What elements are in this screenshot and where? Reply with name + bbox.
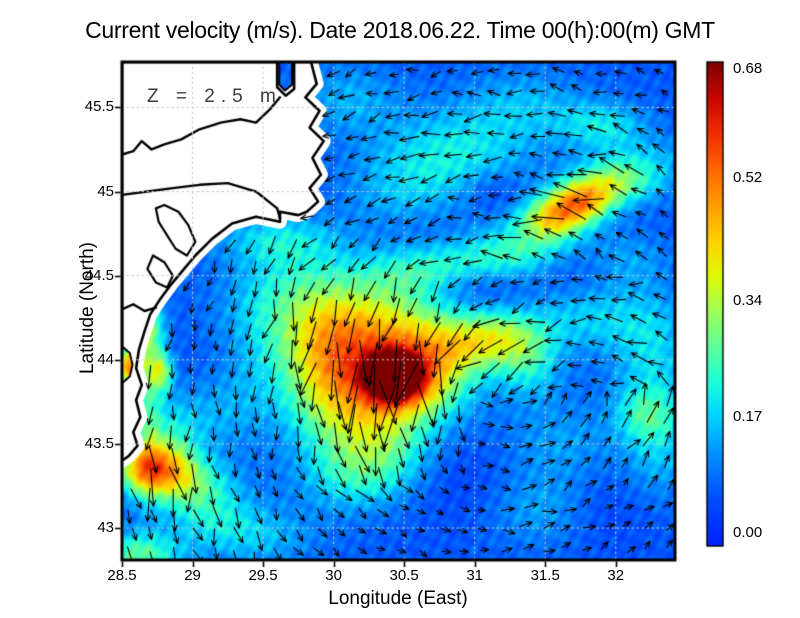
x-tick-label: 32 xyxy=(607,567,625,584)
y-tick-label: 43 xyxy=(97,519,114,537)
x-tick-label: 30 xyxy=(325,567,342,584)
page-title: Current velocity (m/s). Date 2018.06.22.… xyxy=(85,17,715,43)
depth-annotation: Z = 2.5 m xyxy=(147,86,282,107)
colorbar-tick-label: 0.00 xyxy=(733,524,763,541)
x-tick-label: 28.5 xyxy=(107,567,137,584)
y-tick-label: 44 xyxy=(97,350,114,368)
x-tick-label: 30.5 xyxy=(389,567,419,584)
colorbar-tick-label: 0.52 xyxy=(733,169,763,187)
y-tick-label: 45.5 xyxy=(84,98,114,116)
y-tick-label: 44.5 xyxy=(84,266,114,284)
x-axis-label: Longitude (East) xyxy=(328,588,468,609)
colorbar-tick-label: 0.34 xyxy=(733,292,763,309)
x-tick-label: 29 xyxy=(184,567,201,584)
x-tick-label: 31 xyxy=(466,567,484,584)
y-tick-label: 43.5 xyxy=(84,434,114,452)
x-tick-label: 31.5 xyxy=(530,567,560,584)
colorbar-tick-label: 0.17 xyxy=(733,408,763,425)
colorbar-tick-label: 0.68 xyxy=(733,60,763,77)
x-tick-label: 29.5 xyxy=(248,567,278,584)
y-tick-label: 45 xyxy=(97,182,114,200)
